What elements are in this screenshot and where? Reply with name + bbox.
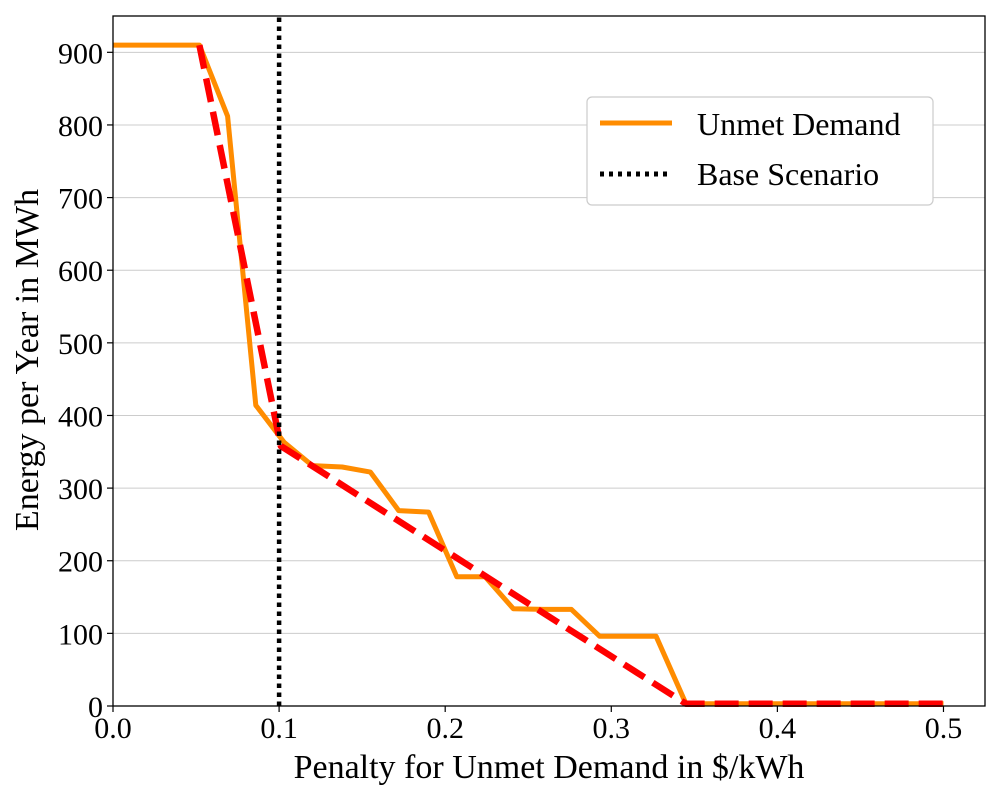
y-tick-label: 0 bbox=[88, 691, 103, 724]
x-tick-label: 0.5 bbox=[925, 712, 963, 745]
legend-label-unmet-demand: Unmet Demand bbox=[697, 106, 901, 142]
x-tick-label: 0.2 bbox=[426, 712, 464, 745]
y-tick-label: 100 bbox=[58, 618, 103, 651]
y-tick-label: 800 bbox=[58, 110, 103, 143]
ticks: 0.0 0.1 0.2 0.3 0.4 0.5 0 100 200 300 400 500 600 700… bbox=[58, 37, 962, 745]
legend-label-base-scenario: Base Scenario bbox=[697, 156, 879, 192]
legend-box bbox=[586, 96, 934, 206]
y-tick-label: 300 bbox=[58, 473, 103, 506]
y-tick-label: 500 bbox=[58, 328, 103, 361]
x-tick-label: 0.1 bbox=[260, 712, 298, 745]
gridlines bbox=[113, 51, 985, 707]
y-axis-label: Energy per Year in MWh bbox=[9, 189, 46, 531]
plot-frame bbox=[112, 15, 986, 707]
legend: Unmet Demand Base Scenario bbox=[586, 96, 934, 206]
y-tick-label: 600 bbox=[58, 255, 103, 288]
series-unmet-demand bbox=[113, 42, 944, 707]
series-layer bbox=[113, 16, 944, 708]
series-trend-dashed bbox=[196, 44, 944, 708]
y-tick-label: 900 bbox=[58, 37, 103, 70]
x-tick-label: 0.3 bbox=[593, 712, 631, 745]
y-tick-label: 700 bbox=[58, 183, 103, 216]
x-tick-label: 0.0 bbox=[94, 712, 132, 745]
x-axis-label: Penalty for Unmet Demand in $/kWh bbox=[294, 749, 805, 786]
x-tick-label: 0.4 bbox=[759, 712, 797, 745]
y-tick-label: 200 bbox=[58, 546, 103, 579]
y-tick-label: 400 bbox=[58, 400, 103, 433]
